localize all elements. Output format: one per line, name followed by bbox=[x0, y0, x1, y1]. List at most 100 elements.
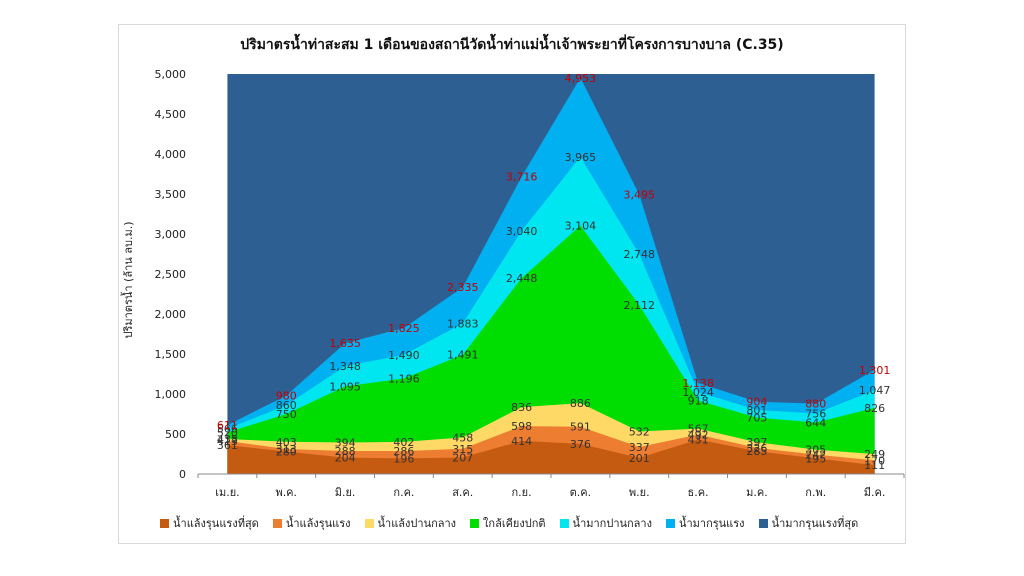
legend-item: น้ำมากรุนแรงที่สุด bbox=[758, 514, 858, 532]
data-label: 1,024 bbox=[682, 386, 714, 399]
data-label: 1,490 bbox=[388, 349, 420, 362]
data-label: 705 bbox=[746, 412, 767, 425]
data-label: 2,112 bbox=[624, 299, 656, 312]
y-tick-label: 1,000 bbox=[155, 388, 187, 401]
data-label: 4,953 bbox=[565, 72, 597, 85]
data-label: 1,301 bbox=[859, 364, 891, 377]
data-label: 195 bbox=[805, 452, 826, 465]
data-label: 361 bbox=[217, 439, 238, 452]
data-label: 207 bbox=[452, 451, 473, 464]
data-label: 1,196 bbox=[388, 372, 420, 385]
data-label: 756 bbox=[805, 408, 826, 421]
data-label: 280 bbox=[276, 446, 297, 459]
data-label: 313 bbox=[276, 443, 297, 456]
y-tick-label: 4,000 bbox=[155, 148, 187, 161]
data-label: 394 bbox=[335, 436, 356, 449]
data-label: 201 bbox=[629, 452, 650, 465]
data-label: 611 bbox=[217, 419, 238, 432]
data-label: 520 bbox=[217, 426, 238, 439]
data-label: 1,095 bbox=[329, 380, 361, 393]
data-label: 826 bbox=[864, 402, 885, 415]
x-tick-label: ก.ย. bbox=[512, 486, 532, 499]
y-tick-label: 2,500 bbox=[155, 268, 187, 281]
data-label: 980 bbox=[276, 390, 297, 403]
data-label: 2,448 bbox=[506, 272, 538, 285]
data-label: 3,040 bbox=[506, 225, 538, 238]
data-label: 880 bbox=[805, 398, 826, 411]
legend-label: น้ำแล้งรุนแรง bbox=[285, 517, 351, 530]
legend-swatch bbox=[160, 518, 169, 528]
series-area-1 bbox=[227, 439, 875, 474]
data-label: 397 bbox=[746, 436, 767, 449]
data-label: 249 bbox=[864, 448, 885, 461]
data-label: 567 bbox=[688, 423, 709, 436]
x-tick-label: พ.ค. bbox=[275, 486, 297, 499]
data-label: 918 bbox=[688, 395, 709, 408]
data-label: 413 bbox=[217, 435, 238, 448]
data-label: 305 bbox=[805, 444, 826, 457]
data-label: 170 bbox=[864, 454, 885, 467]
data-label: 2,748 bbox=[624, 248, 656, 261]
chart-title: ปริมาตรน้ำท่าสะสม 1 เดือนของสถานีวัดน้ำท… bbox=[240, 37, 784, 53]
data-label: 3,716 bbox=[506, 171, 538, 184]
data-label: 3,104 bbox=[565, 220, 597, 233]
x-tick-label: พ.ย. bbox=[629, 486, 650, 499]
x-tick-label: มี.ค. bbox=[864, 486, 886, 499]
data-label: 458 bbox=[452, 431, 473, 444]
x-tick-label: ธ.ค. bbox=[688, 486, 709, 499]
x-tick-label: ส.ค. bbox=[452, 486, 473, 499]
data-label: 532 bbox=[629, 425, 650, 438]
x-tick-label: ม.ค. bbox=[746, 486, 768, 499]
data-label: 1,635 bbox=[329, 337, 361, 350]
legend-item: ใกล้เคียงปกติ bbox=[470, 514, 546, 532]
legend-swatch bbox=[470, 518, 480, 528]
legend-swatch bbox=[665, 518, 675, 528]
y-tick-label: 500 bbox=[165, 428, 186, 441]
data-label: 438 bbox=[217, 433, 238, 446]
y-tick-label: 0 bbox=[179, 468, 186, 481]
data-label: 3,495 bbox=[624, 188, 656, 201]
legend-item: น้ำแล้งรุนแรงที่สุด bbox=[160, 514, 259, 532]
legend-item: น้ำมากรุนแรง bbox=[665, 514, 745, 532]
legend-swatch bbox=[559, 518, 569, 528]
x-tick-label: ก.พ. bbox=[805, 486, 826, 499]
legend-item: น้ำมากปานกลาง bbox=[559, 514, 652, 532]
data-label: 196 bbox=[393, 452, 414, 465]
x-tick-label: ก.ค. bbox=[393, 486, 414, 499]
data-label: 402 bbox=[393, 436, 414, 449]
data-label: 598 bbox=[511, 420, 532, 433]
data-label: 1,491 bbox=[447, 349, 479, 362]
data-label: 1,348 bbox=[329, 360, 361, 373]
legend-label: น้ำแล้งปานกลาง bbox=[377, 517, 457, 530]
y-tick-label: 3,000 bbox=[155, 228, 187, 241]
data-label: 326 bbox=[746, 442, 767, 455]
data-label: 860 bbox=[276, 399, 297, 412]
data-label: 644 bbox=[805, 416, 826, 429]
legend-label: น้ำมากรุนแรง bbox=[678, 517, 745, 530]
data-label: 337 bbox=[629, 441, 650, 454]
data-label: 286 bbox=[393, 445, 414, 458]
data-label: 904 bbox=[746, 396, 767, 409]
legend-label: น้ำมากปานกลาง bbox=[572, 517, 652, 530]
data-label: 801 bbox=[746, 404, 767, 417]
y-tick-label: 1,500 bbox=[155, 348, 187, 361]
x-tick-label: เม.ย. bbox=[215, 486, 239, 499]
data-label: 285 bbox=[746, 445, 767, 458]
data-label: 288 bbox=[335, 445, 356, 458]
legend: น้ำแล้งรุนแรงที่สุด น้ำแล้งรุนแรง น้ำแล้งป… bbox=[160, 514, 900, 532]
legend-swatch bbox=[364, 518, 374, 528]
series-area-4 bbox=[227, 225, 875, 474]
data-label: 111 bbox=[864, 459, 885, 472]
x-tick-label: มิ.ย. bbox=[335, 486, 356, 499]
legend-label: ใกล้เคียงปกติ bbox=[483, 517, 546, 530]
data-label: 2,335 bbox=[447, 281, 479, 294]
data-label: 242 bbox=[805, 449, 826, 462]
x-tick-label: ต.ค. bbox=[570, 486, 592, 499]
data-label: 492 bbox=[688, 429, 709, 442]
legend-swatch bbox=[272, 518, 282, 528]
data-label: 403 bbox=[276, 436, 297, 449]
legend-label: น้ำแล้งรุนแรงที่สุด bbox=[173, 517, 259, 530]
data-label: 431 bbox=[688, 434, 709, 447]
y-tick-label: 2,000 bbox=[155, 308, 187, 321]
